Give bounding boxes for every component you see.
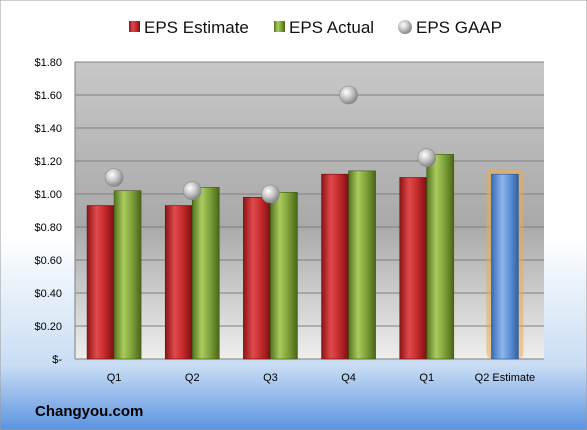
- actual-bar: [270, 192, 298, 360]
- estimate-bar: [164, 205, 193, 360]
- actual-bar: [113, 190, 142, 360]
- y-tick-label: $0.20: [34, 321, 62, 333]
- x-tick-label: Q2 Estimate: [475, 372, 536, 384]
- estimate-bar: [399, 177, 428, 360]
- legend-label-estimate: EPS Estimate: [144, 18, 249, 37]
- legend-swatch-estimate: [129, 21, 140, 32]
- actual-bar: [426, 154, 455, 360]
- watermark: Changyou.com: [35, 403, 143, 420]
- y-tick-label: $1.00: [34, 189, 62, 201]
- forecast-bar: [491, 173, 519, 360]
- x-axis-ticks: Q1 Q2 Q3 Q4 Q1 Q2 Estimate: [107, 372, 535, 384]
- gaap-point: [339, 85, 358, 105]
- gridlines: [74, 61, 544, 360]
- estimate-bar: [321, 173, 349, 360]
- gaap-point: [417, 148, 437, 167]
- actual-bar: [191, 187, 220, 360]
- y-tick-label: $-: [52, 354, 62, 366]
- legend-label-gaap: EPS GAAP: [416, 18, 502, 37]
- y-axis-ticks: $- $0.20 $0.40 $0.60 $0.80 $1.00 $1.20 $1.40 $1.…: [34, 57, 62, 366]
- actual-bar: [348, 170, 376, 360]
- y-tick-label: $1.20: [34, 156, 62, 168]
- y-tick-label: $0.80: [34, 222, 62, 234]
- estimate-bar: [243, 197, 271, 360]
- legend-swatch-actual: [274, 21, 285, 32]
- legend-swatch-gaap: [398, 20, 412, 34]
- gaap-point: [261, 184, 280, 204]
- plot-area: [75, 62, 544, 359]
- estimate-bar: [86, 205, 115, 360]
- legend: EPS Estimate EPS Actual EPS GAAP: [129, 18, 502, 37]
- y-tick-label: $1.60: [34, 90, 62, 102]
- x-tick-label: Q4: [341, 372, 356, 384]
- y-tick-label: $0.40: [34, 288, 62, 300]
- gaap-point: [104, 168, 124, 187]
- y-tick-label: $0.60: [34, 255, 62, 267]
- y-tick-label: $1.80: [34, 57, 62, 69]
- x-tick-label: Q1: [107, 372, 122, 384]
- bars: [86, 154, 524, 360]
- legend-label-actual: EPS Actual: [289, 18, 374, 37]
- x-tick-label: Q3: [263, 372, 278, 384]
- gaap-point: [182, 181, 202, 200]
- gaap-points: [104, 85, 437, 204]
- x-tick-label: Q2: [185, 372, 200, 384]
- x-tick-label: Q1: [419, 372, 434, 384]
- y-tick-label: $1.40: [34, 123, 62, 135]
